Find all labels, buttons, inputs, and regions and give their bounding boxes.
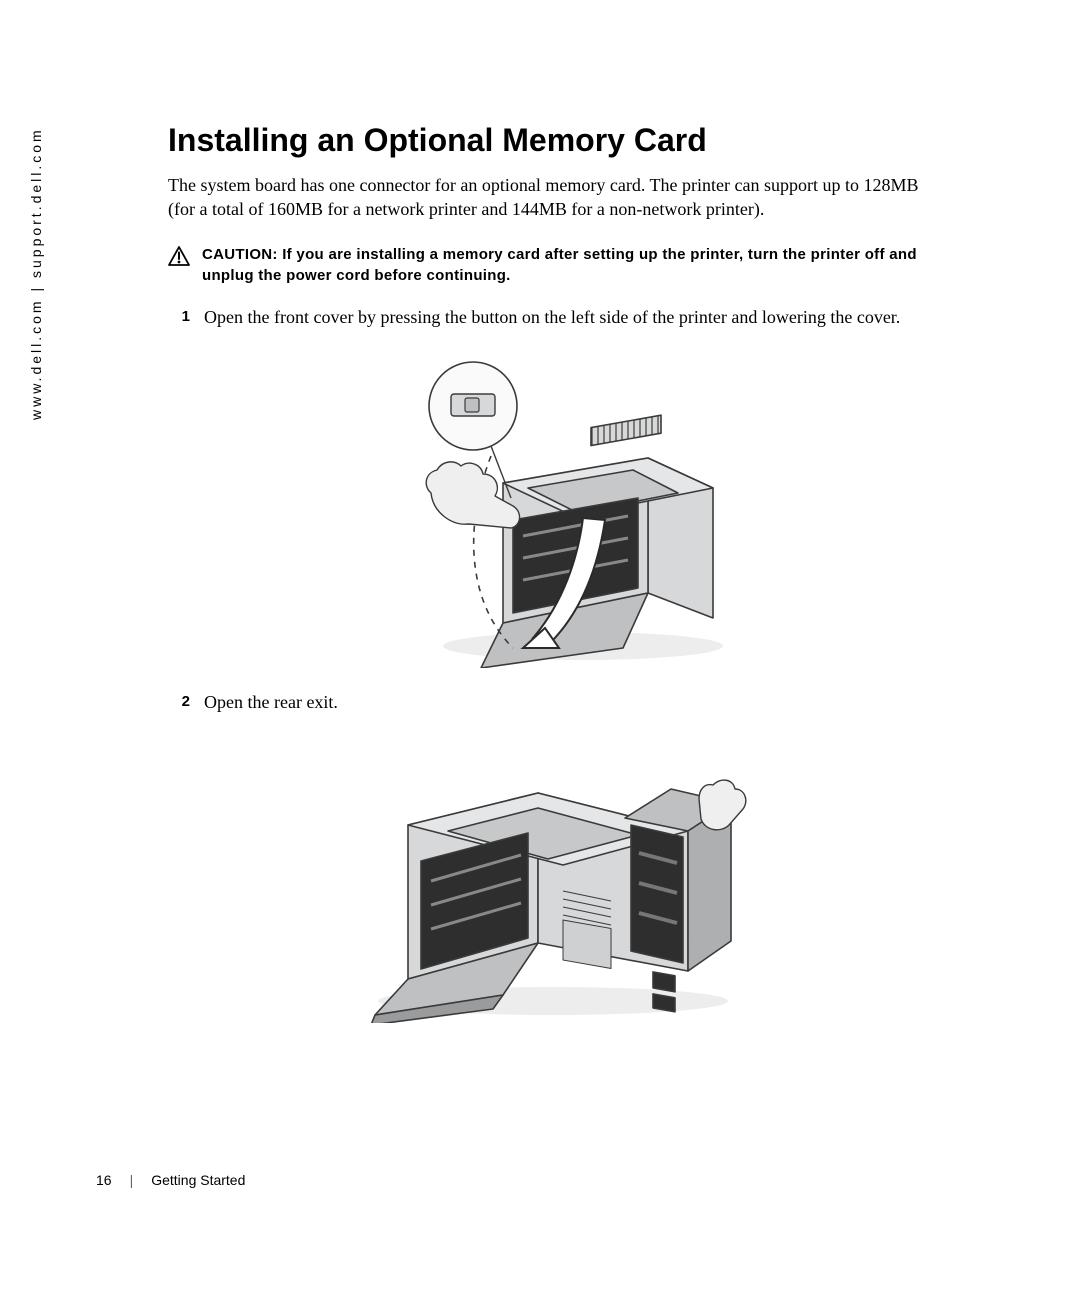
printer-front-illustration xyxy=(373,348,733,668)
page-number: 16 xyxy=(96,1172,112,1188)
step-number: 2 xyxy=(168,690,190,710)
caution-text: CAUTION: If you are installing a memory … xyxy=(202,244,938,288)
caution-icon xyxy=(168,246,190,271)
caution-body: If you are installing a memory card afte… xyxy=(202,246,917,285)
figure-1 xyxy=(168,348,938,668)
section-name: Getting Started xyxy=(151,1172,245,1188)
content-area: Installing an Optional Memory Card The s… xyxy=(168,122,938,1045)
printer-rear-illustration xyxy=(353,733,753,1023)
step-1: 1 Open the front cover by pressing the b… xyxy=(168,305,938,330)
step-number: 1 xyxy=(168,305,190,325)
page-footer: 16 | Getting Started xyxy=(96,1172,245,1188)
footer-divider: | xyxy=(130,1172,134,1188)
caution-block: CAUTION: If you are installing a memory … xyxy=(168,244,938,288)
page: www.dell.com | support.dell.com Installi… xyxy=(0,0,1080,1296)
page-title: Installing an Optional Memory Card xyxy=(168,122,938,159)
step-text: Open the front cover by pressing the but… xyxy=(204,305,900,330)
step-text: Open the rear exit. xyxy=(204,690,338,715)
figure-2 xyxy=(168,733,938,1023)
step-2: 2 Open the rear exit. xyxy=(168,690,938,715)
sidebar-url: www.dell.com | support.dell.com xyxy=(28,127,44,420)
caution-label: CAUTION: xyxy=(202,246,278,263)
intro-paragraph: The system board has one connector for a… xyxy=(168,173,938,222)
